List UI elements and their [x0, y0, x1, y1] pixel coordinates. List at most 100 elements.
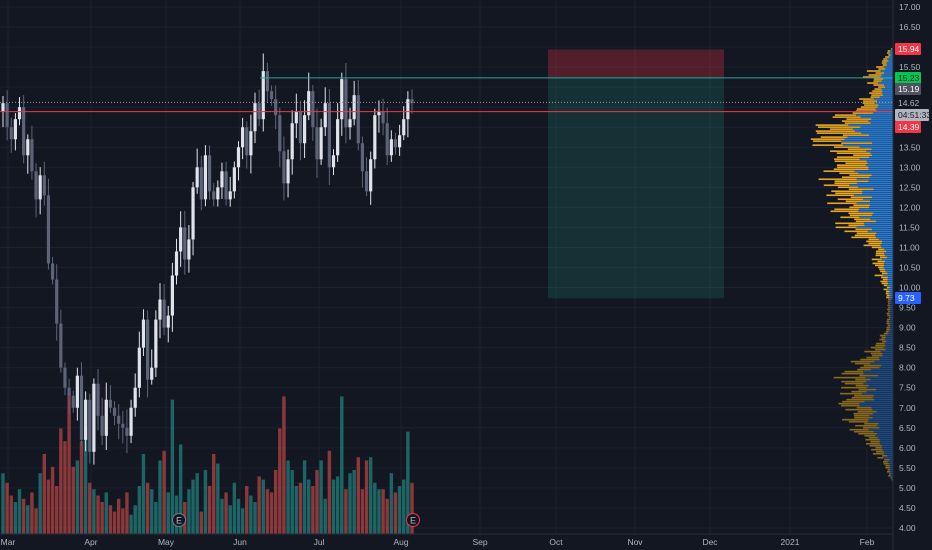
profile-bar-up	[872, 412, 893, 415]
profile-bar-down	[836, 152, 871, 154]
profile-bar-up	[886, 64, 893, 66]
profile-bar-down	[842, 134, 870, 136]
profile-bar-down	[870, 352, 883, 355]
profile-bar-down	[879, 334, 886, 337]
profile-bar-up	[879, 440, 893, 443]
time-tick-label: Sep	[472, 537, 487, 547]
profile-bar-down	[854, 218, 871, 221]
volume-bar	[55, 486, 59, 534]
profile-bar-up	[878, 104, 893, 106]
profile-bar-down	[880, 270, 886, 273]
profile-bar-down	[886, 286, 890, 289]
candle-body	[377, 111, 381, 116]
profile-bar-up	[880, 70, 893, 72]
profile-bar-down	[882, 278, 888, 281]
profile-bar-up	[860, 116, 893, 118]
profile-bar-down	[855, 424, 878, 427]
profile-bar-down	[885, 292, 889, 295]
profile-bar-down	[871, 246, 882, 249]
candle-body	[137, 347, 141, 388]
volume-bar	[327, 450, 332, 534]
profile-bar-down	[877, 456, 883, 459]
volume-bar	[191, 479, 195, 534]
profile-bar-down	[858, 432, 878, 435]
short-position-tool[interactable]	[548, 49, 724, 299]
candle-body	[108, 399, 113, 408]
volume-bar	[104, 492, 108, 534]
profile-bar-down	[815, 130, 855, 132]
earnings-marker[interactable]	[406, 513, 420, 527]
profile-bar-up	[879, 356, 893, 359]
position-stop-zone[interactable]	[548, 49, 724, 78]
profile-bar-up	[856, 202, 893, 205]
profile-bar-up	[876, 236, 893, 239]
profile-bar-up	[863, 222, 893, 225]
time-axis[interactable]: Mar Apr May Jun Jul Aug Sep Oct Nov Dec 2021 Feb	[0, 533, 893, 547]
price-tick-label: 4.00	[899, 523, 916, 533]
volume-bar	[162, 450, 166, 534]
profile-bar-down	[846, 118, 872, 120]
profile-bar-up	[877, 106, 893, 108]
candle-body	[104, 399, 108, 436]
candle-body	[117, 415, 121, 424]
profile-bar-down	[852, 112, 874, 114]
candle-body	[319, 127, 323, 160]
profile-bar-up	[889, 458, 893, 461]
profile-bar-down	[875, 348, 886, 351]
candle-body	[88, 399, 92, 452]
candle-body	[352, 95, 356, 120]
profile-bar-up	[889, 310, 893, 313]
volume-bar	[249, 495, 253, 534]
stop-loss-price-text: 15.94	[898, 44, 920, 54]
profile-bar-up	[867, 230, 893, 233]
profile-bar-up	[874, 360, 893, 363]
profile-bar-up	[883, 78, 893, 80]
profile-bar-up	[889, 322, 893, 325]
profile-bar-up	[886, 250, 893, 253]
profile-bar-down	[885, 464, 890, 467]
time-tick-label: Feb	[860, 537, 875, 547]
volume-bar	[158, 460, 162, 534]
profile-bar-down	[887, 308, 891, 311]
profile-bar-up	[883, 262, 893, 265]
volume-bar	[67, 393, 71, 534]
profile-bar-up	[887, 454, 893, 457]
profile-bar-up	[881, 92, 893, 94]
profile-bar-down	[823, 170, 855, 173]
candle-body	[179, 227, 183, 252]
candle-body	[71, 395, 75, 408]
candle-body	[348, 119, 352, 128]
position-target-zone[interactable]	[548, 77, 724, 299]
profile-bar-up	[875, 434, 893, 437]
profile-bar-up	[869, 156, 893, 158]
volume-bar	[381, 489, 385, 534]
profile-bar-down	[863, 364, 882, 367]
profile-bar-up	[890, 298, 893, 301]
time-tick-label: Oct	[549, 537, 563, 547]
profile-bar-up	[888, 282, 893, 285]
horizontal-levels[interactable]	[0, 77, 893, 113]
profile-bar-up	[883, 346, 893, 349]
profile-bar-down	[875, 252, 884, 255]
price-tick-label: 7.50	[899, 383, 916, 393]
earnings-marker[interactable]	[172, 513, 186, 527]
profile-bar-down	[833, 376, 866, 379]
profile-bar-up	[862, 192, 893, 195]
profile-bar-down	[888, 475, 891, 477]
candle-body	[17, 107, 22, 120]
profile-bar-up	[889, 312, 893, 315]
profile-bar-down	[847, 148, 872, 150]
profile-bar-down	[872, 262, 884, 265]
price-tick-label: 11.50	[899, 222, 920, 232]
profile-bar-up	[888, 462, 893, 465]
profile-bar-down	[878, 266, 884, 269]
profile-bar-down	[882, 272, 888, 275]
profile-bar-up	[879, 358, 893, 361]
profile-bar-up	[878, 422, 893, 425]
candle-body	[249, 131, 253, 156]
profile-bar-up	[874, 398, 893, 401]
profile-bar-up	[859, 208, 893, 211]
candle-body	[373, 115, 377, 160]
